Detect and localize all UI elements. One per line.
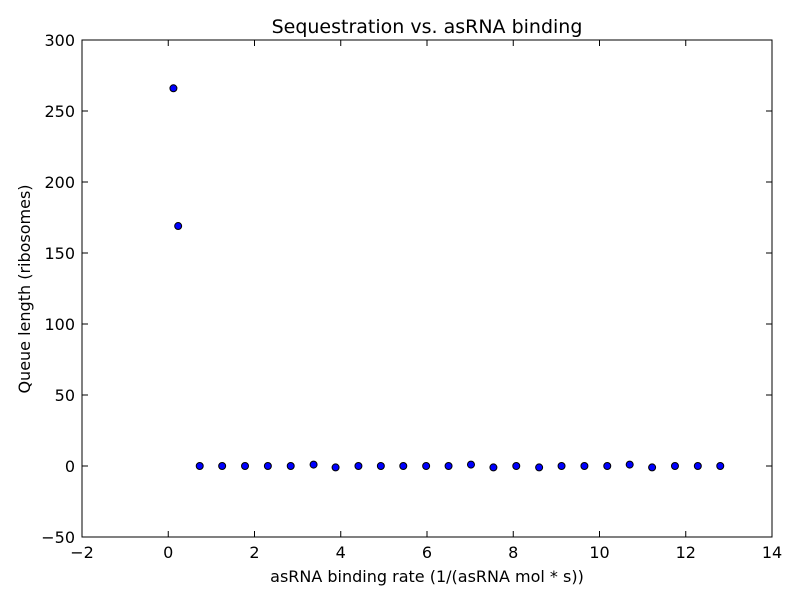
data-point — [670, 462, 679, 470]
data-point — [376, 462, 385, 470]
data-point — [422, 462, 431, 470]
y-tick-label: 300 — [44, 31, 75, 50]
y-tick-label: 100 — [44, 315, 75, 334]
y-tick-label: −50 — [41, 528, 75, 547]
data-point — [648, 463, 657, 472]
data-point — [444, 462, 453, 470]
data-point — [716, 462, 725, 470]
data-point — [263, 462, 272, 470]
x-tick-label: 10 — [589, 543, 609, 562]
data-point — [309, 460, 318, 469]
data-point — [354, 462, 363, 470]
data-point — [603, 462, 612, 470]
x-tick-label: 4 — [336, 543, 346, 562]
x-tick-label: 0 — [163, 543, 173, 562]
data-point — [399, 462, 408, 470]
data-point — [218, 462, 227, 470]
x-tick-label: −2 — [70, 543, 94, 562]
data-point — [535, 463, 544, 472]
data-point — [512, 462, 521, 470]
chart-title: Sequestration vs. asRNA binding — [272, 16, 583, 38]
data-point — [195, 462, 204, 470]
data-point — [580, 462, 589, 470]
x-tick-label: 8 — [508, 543, 518, 562]
data-point — [241, 462, 250, 470]
x-axis-label: asRNA binding rate (1/(asRNA mol * s)) — [270, 567, 584, 586]
data-point — [331, 463, 340, 472]
y-tick-label: 150 — [44, 244, 75, 263]
x-tick-label: 2 — [249, 543, 259, 562]
data-point — [557, 462, 566, 470]
data-point — [174, 222, 183, 231]
points-layer — [169, 84, 725, 472]
y-tick-label: 50 — [55, 386, 75, 405]
x-tick-label: 6 — [422, 543, 432, 562]
data-point — [625, 460, 634, 469]
y-tick-label: 0 — [65, 457, 75, 476]
data-point — [286, 462, 295, 470]
data-point — [169, 84, 178, 93]
y-axis-label: Queue length (ribosomes) — [15, 184, 34, 393]
data-point — [693, 462, 702, 470]
data-point — [489, 463, 498, 472]
x-tick-label: 12 — [676, 543, 696, 562]
x-tick-label: 14 — [762, 543, 782, 562]
data-point — [466, 460, 475, 469]
plot-frame — [81, 39, 773, 538]
y-tick-label: 200 — [44, 173, 75, 192]
y-tick-label: 250 — [44, 102, 75, 121]
